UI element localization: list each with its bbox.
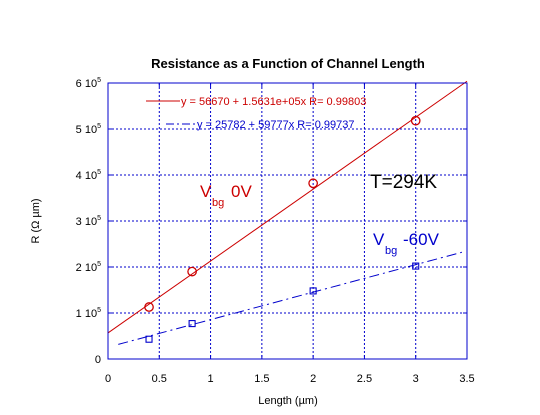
y-tick-label: 0	[95, 354, 101, 366]
annotation-vbg-60-main: V	[373, 230, 385, 249]
data-markers	[144, 115, 421, 343]
legend-entry-vbg0: y = 56670 + 1.5631e+05x R= 0.99803	[181, 96, 366, 108]
x-tick-label: 2.5	[357, 373, 372, 385]
data-point-vbg-60	[412, 262, 420, 270]
x-tick-label: 2	[310, 373, 316, 385]
annotation-vbg-60: V bg -60V	[373, 230, 440, 257]
annotation-vbg0-subscript: bg	[212, 197, 224, 209]
x-tick-labels: 0 0.5 1 1.5 2 2.5 3 3.5	[105, 373, 475, 385]
legend-entry-vbg-60: y = 25782 + 59777x R= 0.99737	[197, 119, 355, 131]
data-point-vbg-60	[188, 320, 196, 328]
grid	[108, 83, 467, 359]
x-tick-label: 0.5	[152, 373, 167, 385]
y-tick-labels: 0 1 105 2 105 3 105 4 105 5 105 6 105	[76, 77, 101, 366]
data-point-vbg0	[187, 266, 197, 277]
annotation-vbg0-main: V	[200, 182, 212, 201]
annotation-temperature: T=294K	[370, 172, 437, 193]
x-tick-label: 0	[105, 373, 111, 385]
x-axis-label: Length (µm)	[258, 395, 318, 407]
axis-ticks	[107, 82, 468, 360]
y-tick-label: 5 105	[76, 123, 101, 136]
y-axis-label: R (Ω µm)	[30, 198, 42, 243]
y-tick-label: 3 105	[76, 215, 101, 228]
annotation-vbg0: V bg 0V	[200, 182, 252, 209]
data-point-vbg-60	[309, 287, 317, 295]
y-tick-label: 4 105	[76, 169, 101, 182]
annotation-vbg0-value: 0V	[231, 182, 252, 201]
y-tick-label: 1 105	[76, 307, 101, 320]
x-tick-label: 3	[413, 373, 419, 385]
fit-lines	[107, 80, 468, 345]
data-point-vbg-60	[145, 335, 153, 343]
x-tick-label: 1.5	[254, 373, 269, 385]
y-tick-label: 2 105	[76, 261, 101, 274]
x-tick-label: 1	[208, 373, 214, 385]
x-tick-label: 3.5	[459, 373, 474, 385]
legend: y = 56670 + 1.5631e+05x R= 0.99803 y = 2…	[146, 96, 366, 131]
y-tick-label: 6 105	[76, 77, 101, 90]
chart-title: Resistance as a Function of Channel Leng…	[151, 56, 425, 71]
data-point-vbg0	[144, 302, 154, 312]
annotation-vbg-60-subscript: bg	[385, 245, 397, 257]
annotation-vbg-60-value: -60V	[403, 230, 440, 249]
data-point-vbg0	[410, 115, 421, 126]
data-point-vbg0	[308, 178, 318, 189]
fit-line-vbg0	[107, 80, 468, 334]
